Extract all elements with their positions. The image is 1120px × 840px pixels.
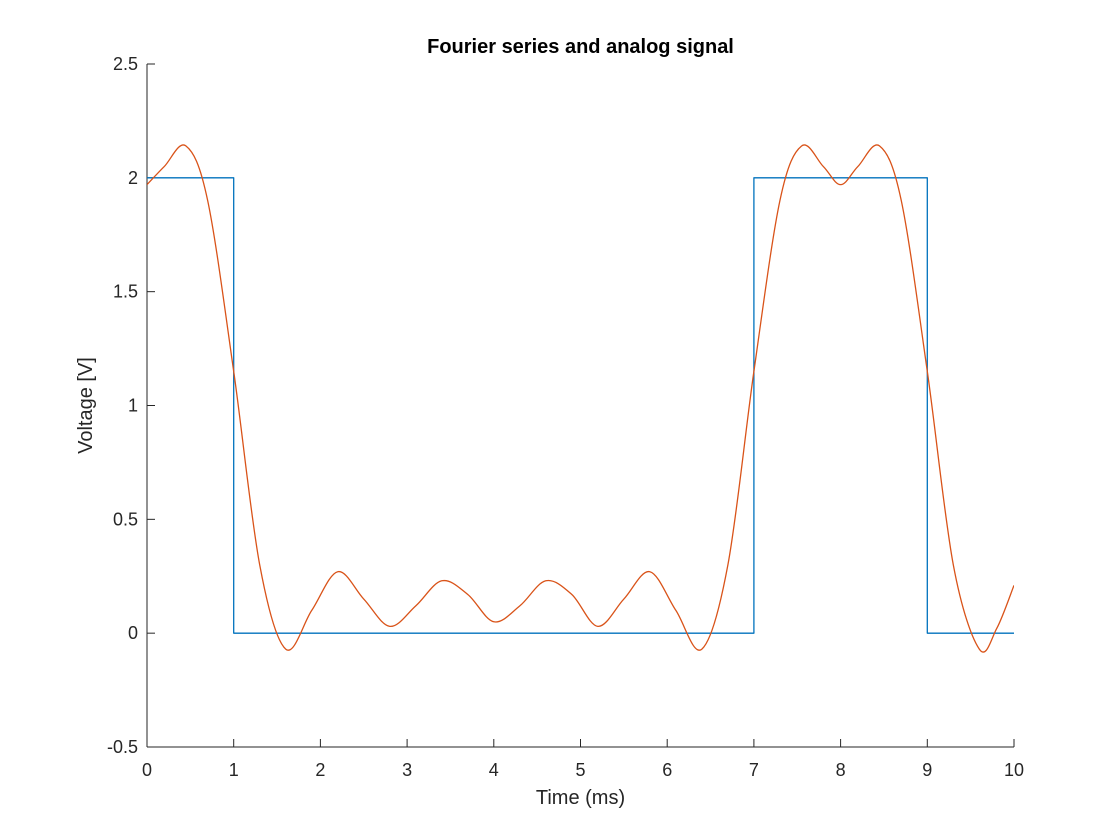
x-tick-label: 8: [836, 760, 846, 780]
square-wave-series-line: [147, 177, 1014, 634]
x-tick-label: 5: [575, 760, 585, 780]
x-tick-label: 9: [922, 760, 932, 780]
y-axis-label: Voltage [V]: [75, 357, 97, 454]
x-tick-label: 6: [662, 760, 672, 780]
x-tick-label: 3: [402, 760, 412, 780]
y-tick-label: 2.5: [113, 54, 138, 74]
chart-title: Fourier series and analog signal: [427, 36, 734, 58]
y-tick-label: 2: [128, 168, 138, 188]
y-tick-label: -0.5: [107, 737, 138, 757]
plot-area: [147, 144, 1014, 653]
fourier-series-line: [147, 144, 1014, 653]
y-tick-label: 1: [128, 396, 138, 416]
y-tick-label: 0: [128, 623, 138, 643]
y-tick-label: 0.5: [113, 509, 138, 529]
x-axis-label: Time (ms): [536, 787, 625, 809]
x-tick-label: 7: [749, 760, 759, 780]
x-tick-label: 4: [489, 760, 499, 780]
y-tick-label: 1.5: [113, 282, 138, 302]
x-tick-label: 2: [315, 760, 325, 780]
x-tick-label: 0: [142, 760, 152, 780]
x-tick-label: 1: [229, 760, 239, 780]
tick-labels: 0 1 2 3 4 5 6 7 8 9 10-0.500.511.522.5: [107, 54, 1024, 780]
x-tick-label: 10: [1004, 760, 1024, 780]
